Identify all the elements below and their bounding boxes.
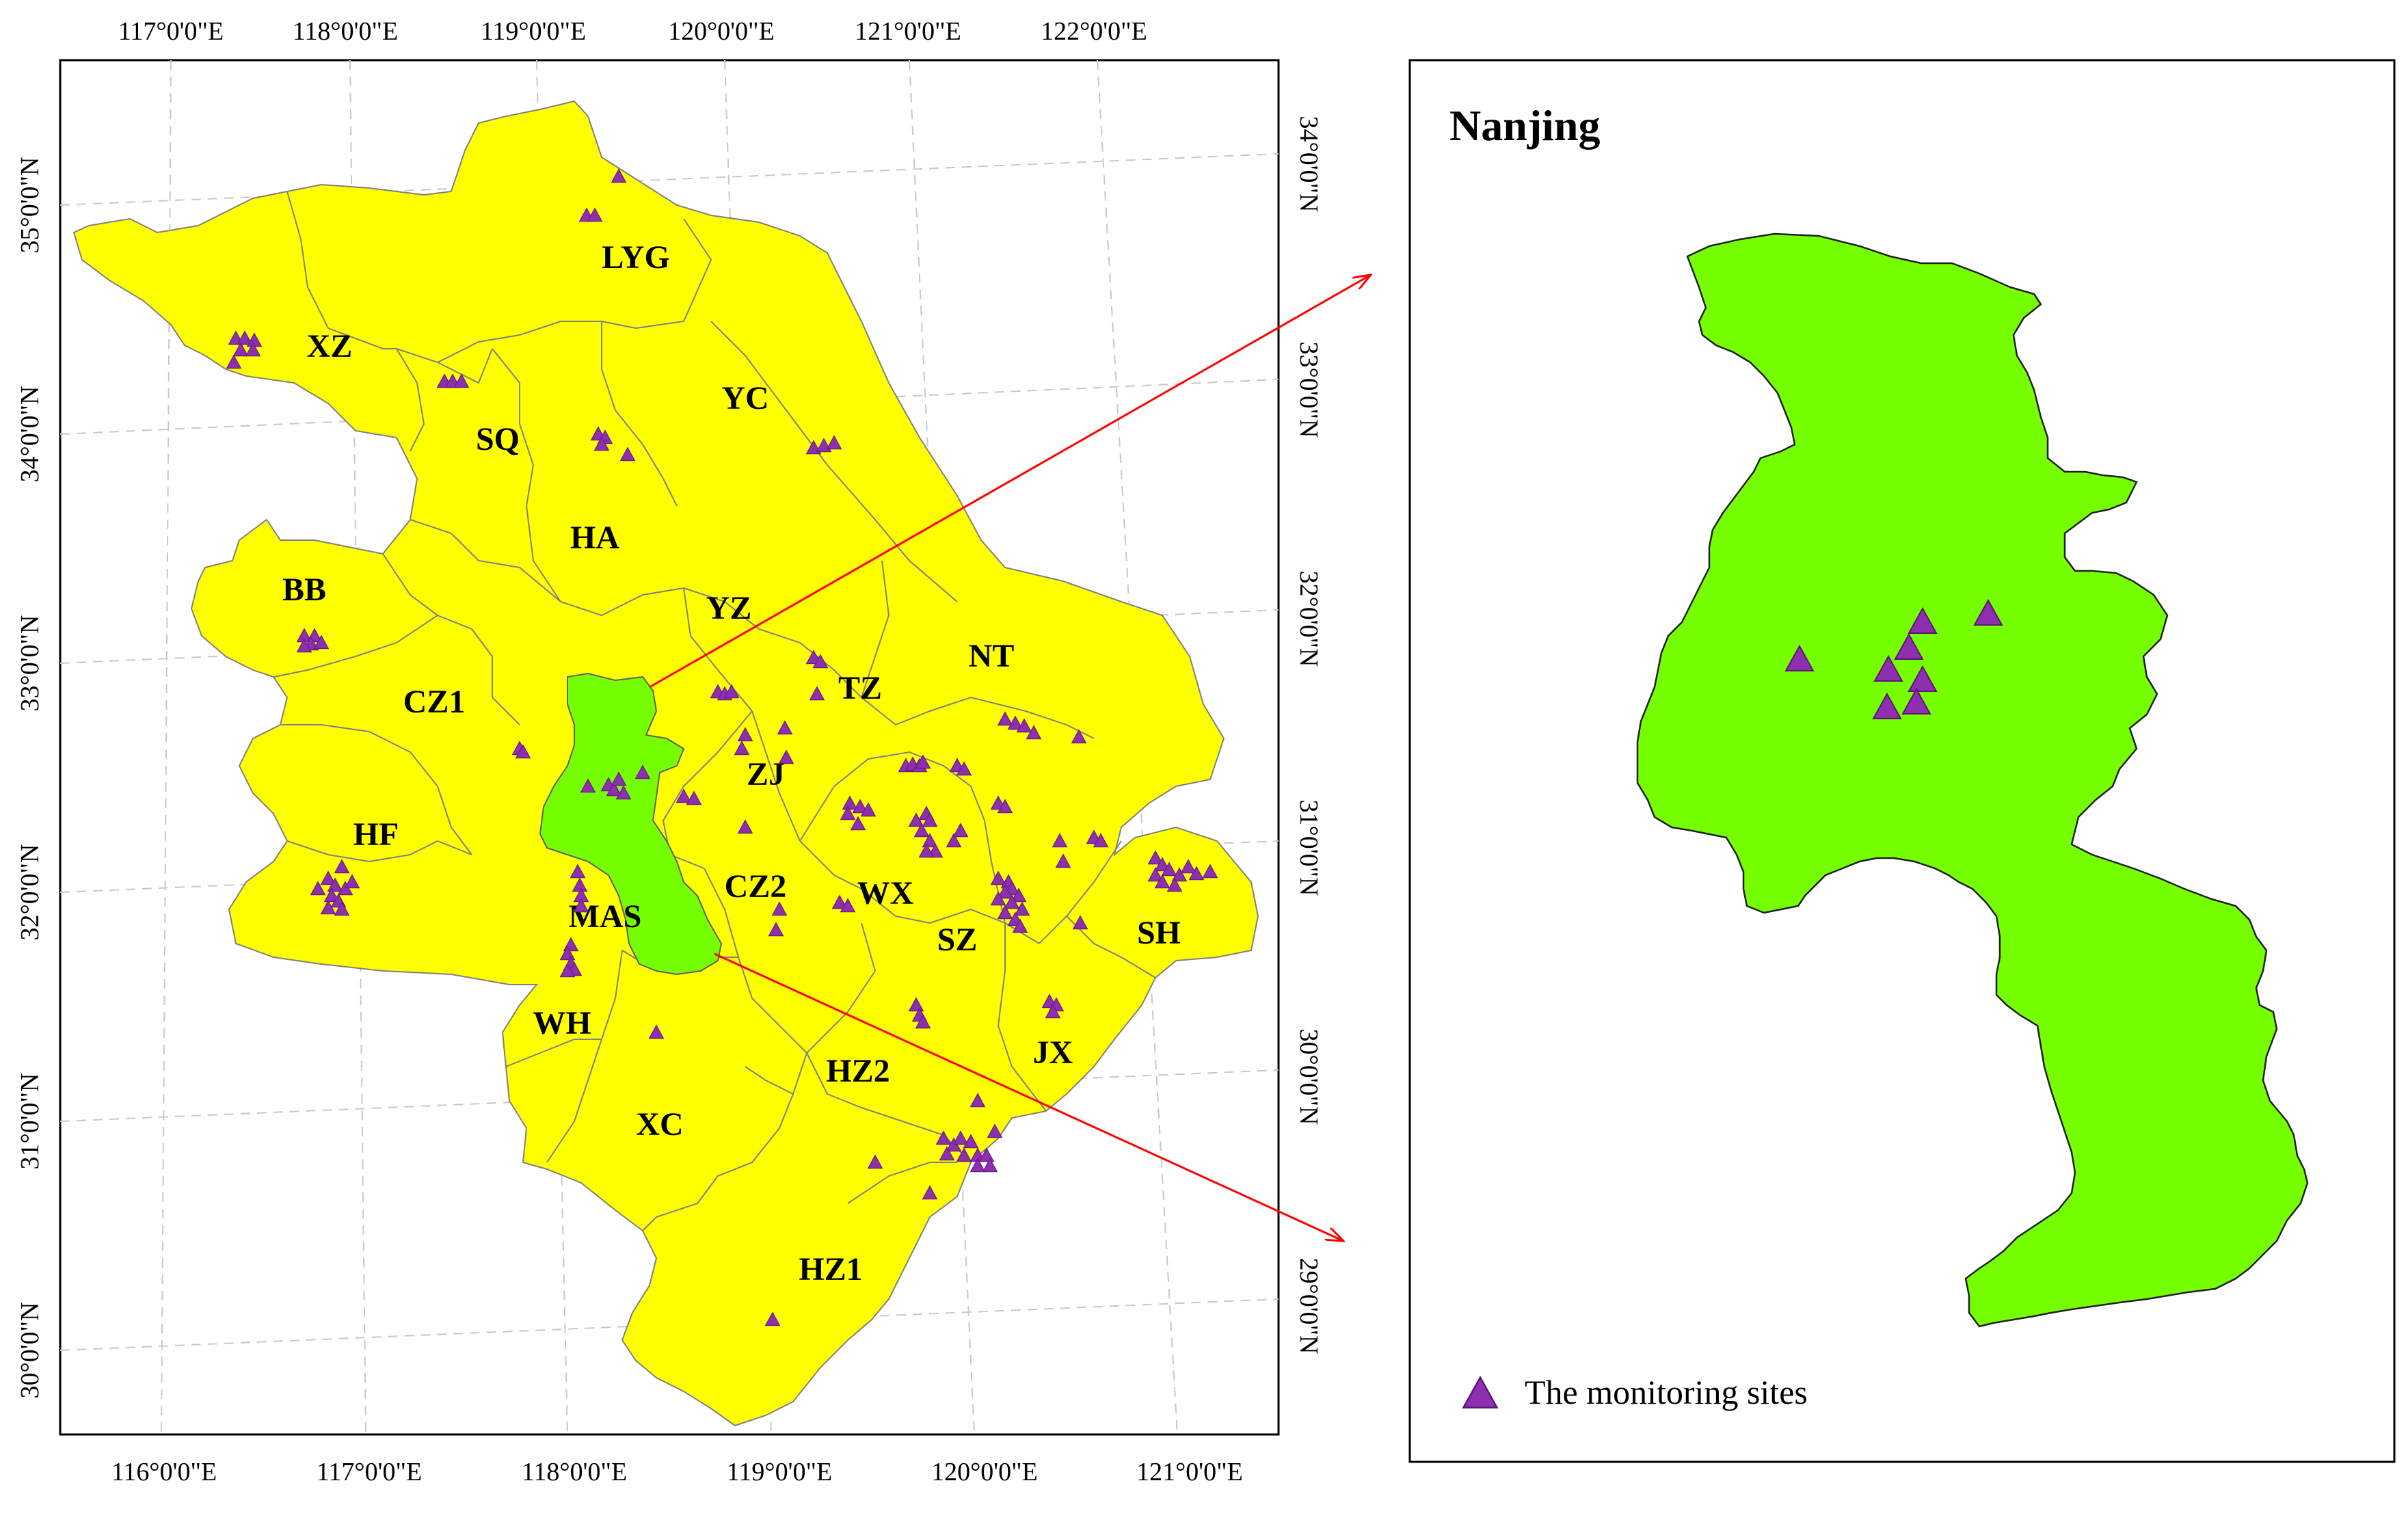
city-label-yc: YC [721, 380, 768, 416]
bottom-tick-label: 119°0'0"E [727, 1458, 832, 1486]
bottom-tick-label: 116°0'0"E [111, 1458, 217, 1486]
bottom-tick-label: 118°0'0"E [522, 1458, 627, 1486]
top-tick-label: 117°0'0"E [118, 17, 224, 46]
connector-arrow-upper [649, 275, 1371, 689]
city-label-wx: WX [857, 875, 914, 911]
city-label-cz2: CZ2 [725, 868, 787, 905]
city-label-zj: ZJ [747, 756, 785, 792]
city-label-sq: SQ [476, 421, 520, 457]
left-tick-label: 31°0'0"N [16, 1073, 44, 1170]
inset-map: Nanjing The monitoring sites [1408, 59, 2396, 1463]
left-tick-label: 33°0'0"N [16, 615, 44, 712]
legend: The monitoring sites [1462, 1373, 1808, 1411]
nanjing-highlight [539, 672, 723, 976]
left-tick-label: 32°0'0"N [16, 844, 44, 941]
left-tick-label: 30°0'0"N [16, 1303, 44, 1399]
city-label-wh: WH [533, 1005, 591, 1041]
city-label-hz2: HZ2 [826, 1053, 889, 1089]
connector-arrow-lower [714, 952, 1343, 1241]
top-tick-label: 122°0'0"E [1041, 17, 1147, 46]
city-label-hf: HF [353, 816, 399, 853]
city-labels: LYG XZ SQ YC HA BB YZ NT CZ1 TZ ZJ HF CZ… [282, 239, 1181, 1287]
right-tick-label: 33°0'0"N [1294, 342, 1323, 438]
city-label-lyg: LYG [602, 239, 670, 276]
bottom-tick-label: 121°0'0"E [1136, 1458, 1243, 1486]
bottom-tick-label: 117°0'0"E [317, 1458, 422, 1486]
city-label-yz: YZ [706, 590, 752, 626]
city-label-sz: SZ [937, 922, 978, 958]
inset-title: Nanjing [1449, 101, 1601, 150]
right-tick-label: 32°0'0"N [1294, 571, 1323, 667]
bottom-tick-labels: 116°0'0"E 117°0'0"E 118°0'0"E 119°0'0"E … [111, 1458, 1243, 1486]
right-tick-label: 31°0'0"N [1294, 800, 1323, 896]
right-tick-label: 29°0'0"N [1294, 1258, 1323, 1354]
left-tick-labels: 35°0'0"N 34°0'0"N 33°0'0"N 32°0'0"N 31°0… [16, 157, 44, 1399]
city-label-nt: NT [969, 638, 1015, 674]
right-tick-label: 34°0'0"N [1294, 116, 1323, 213]
right-tick-labels: 34°0'0"N 33°0'0"N 32°0'0"N 31°0'0"N 30°0… [1294, 116, 1323, 1354]
top-tick-label: 118°0'0"E [293, 17, 398, 46]
city-label-tz: TZ [838, 670, 882, 706]
top-tick-labels: 117°0'0"E 118°0'0"E 119°0'0"E 120°0'0"E … [118, 17, 1147, 46]
city-label-jx: JX [1033, 1034, 1073, 1071]
right-tick-label: 30°0'0"N [1294, 1029, 1323, 1125]
connector-arrows [649, 275, 1371, 1241]
city-label-ha: HA [570, 520, 619, 556]
top-tick-label: 120°0'0"E [668, 17, 775, 46]
city-label-xz: XZ [307, 328, 353, 364]
top-tick-label: 119°0'0"E [481, 17, 586, 46]
city-label-hz1: HZ1 [799, 1251, 862, 1287]
city-label-xc: XC [636, 1106, 683, 1143]
city-label-cz1: CZ1 [403, 684, 466, 720]
city-boundaries [273, 191, 1156, 1231]
top-tick-label: 121°0'0"E [855, 17, 961, 46]
city-label-bb: BB [282, 572, 326, 608]
left-tick-label: 34°0'0"N [16, 386, 44, 483]
left-tick-label: 35°0'0"N [16, 157, 44, 254]
main-map: LYG XZ SQ YC HA BB YZ NT CZ1 TZ ZJ HF CZ… [16, 17, 1323, 1486]
nanjing-inset-shape [1636, 232, 2309, 1328]
bottom-tick-label: 120°0'0"E [931, 1458, 1038, 1486]
city-label-sh: SH [1137, 915, 1181, 951]
legend-label: The monitoring sites [1525, 1373, 1808, 1411]
